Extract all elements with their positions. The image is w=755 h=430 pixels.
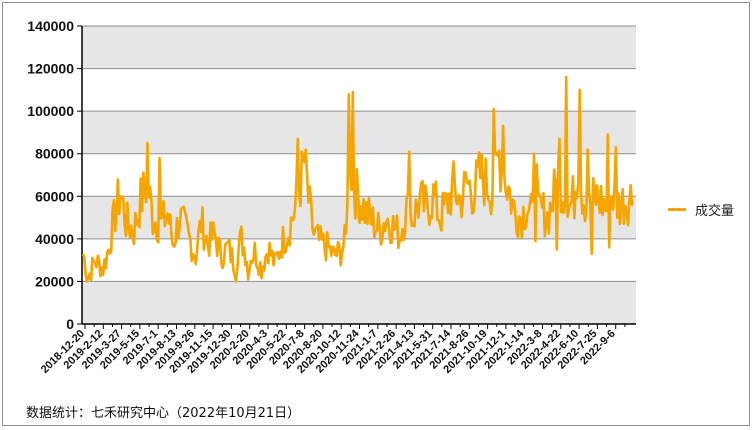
legend-label: 成交量 xyxy=(695,203,735,218)
y-tick-label: 140000 xyxy=(27,18,74,34)
y-tick-label: 120000 xyxy=(27,61,74,77)
legend-swatch xyxy=(668,208,686,211)
y-tick-label: 100000 xyxy=(27,103,74,119)
y-tick-label: 80000 xyxy=(35,146,74,162)
legend: 成交量 xyxy=(668,200,734,219)
y-tick-label: 0 xyxy=(66,316,74,332)
grid-band xyxy=(82,111,636,154)
grid-band xyxy=(82,26,636,69)
source-note: 数据统计：七禾研究中心（2022年10月21日） xyxy=(26,406,301,421)
y-tick-label: 20000 xyxy=(35,273,74,289)
grid-band xyxy=(82,281,636,324)
y-tick-label: 60000 xyxy=(35,188,74,204)
y-tick-label: 40000 xyxy=(35,231,74,247)
series-line-volume xyxy=(81,75,634,283)
